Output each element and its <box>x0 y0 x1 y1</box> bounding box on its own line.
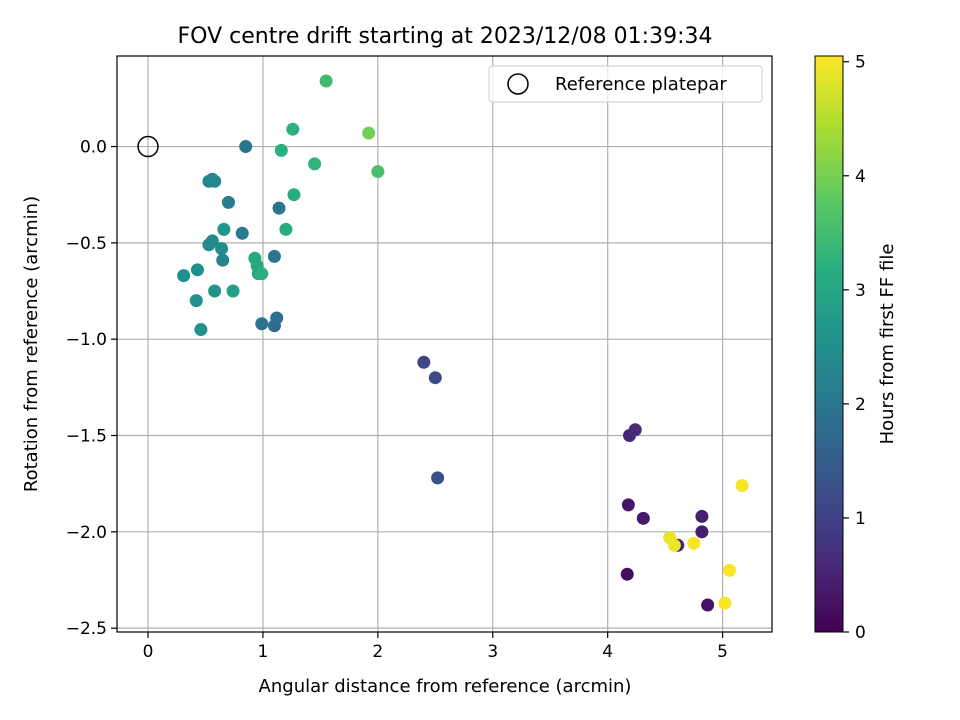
x-tick-label: 4 <box>602 642 613 662</box>
colorbar-ticks: 0 1 2 3 4 5 <box>843 53 866 643</box>
x-tick-label: 0 <box>143 642 154 662</box>
data-point <box>205 172 219 186</box>
data-point <box>217 222 231 236</box>
colorbar-tick-label: 5 <box>855 53 866 73</box>
legend-marker <box>507 73 529 95</box>
data-point <box>205 234 219 248</box>
y-tick-label: −2.5 <box>66 619 107 639</box>
data-point <box>621 498 635 512</box>
data-point <box>286 122 300 136</box>
chart-title: FOV centre drift starting at 2023/12/08 … <box>178 24 713 49</box>
data-point <box>279 222 293 236</box>
data-point <box>270 311 284 325</box>
colorbar-tick-label: 2 <box>855 395 866 415</box>
y-tick-label: −2.0 <box>66 523 107 543</box>
legend-label: Reference platepar <box>555 74 727 95</box>
data-point <box>417 355 431 369</box>
data-point <box>272 201 286 215</box>
data-point <box>255 267 269 281</box>
data-points <box>177 74 749 612</box>
data-point <box>255 317 269 331</box>
y-axis-ticks: 0.0 −0.5 −1.0 −1.5 −2.0 −2.5 <box>66 138 117 639</box>
x-axis-label: Angular distance from reference (arcmin) <box>259 676 632 697</box>
data-point <box>177 269 191 283</box>
data-point <box>620 567 634 581</box>
colorbar-label: Hours from first FF file <box>877 244 898 445</box>
data-point <box>628 423 642 437</box>
y-tick-label: −1.5 <box>66 427 107 447</box>
data-point <box>226 284 240 298</box>
data-point <box>215 242 229 256</box>
data-point <box>701 598 715 612</box>
colorbar-gradient <box>814 55 844 633</box>
data-point <box>667 538 681 552</box>
data-point <box>308 157 322 171</box>
data-point <box>362 126 376 140</box>
data-point <box>735 479 749 493</box>
data-point <box>239 140 253 154</box>
data-point <box>695 509 709 523</box>
data-point <box>274 143 288 157</box>
x-tick-label: 1 <box>258 642 269 662</box>
data-point <box>695 525 709 539</box>
data-point <box>319 74 333 88</box>
data-point <box>687 536 701 550</box>
y-tick-label: −1.0 <box>66 330 107 350</box>
colorbar-tick-label: 0 <box>855 623 866 643</box>
data-point <box>194 323 208 337</box>
reference-point <box>137 135 159 158</box>
reference-marker <box>137 135 159 158</box>
x-tick-label: 2 <box>372 642 383 662</box>
data-point <box>221 195 235 209</box>
data-point <box>287 188 301 202</box>
data-point <box>190 263 204 277</box>
plot-frame <box>116 55 773 633</box>
data-point <box>431 471 445 485</box>
data-point <box>267 249 281 263</box>
y-tick-label: 0.0 <box>80 138 107 158</box>
x-axis-ticks: 0 1 2 3 4 5 <box>143 632 728 662</box>
y-axis-label: Rotation from reference (arcmin) <box>21 196 42 492</box>
data-point <box>636 511 650 525</box>
legend: Reference platepar <box>488 65 763 103</box>
data-point <box>722 563 736 577</box>
data-point <box>208 284 222 298</box>
data-point <box>428 371 442 385</box>
x-tick-label: 3 <box>487 642 498 662</box>
data-point <box>371 165 385 179</box>
colorbar-tick-label: 3 <box>855 281 866 301</box>
data-point <box>235 226 249 240</box>
colorbar: 0 1 2 3 4 5 Hours from first FF file <box>814 53 898 643</box>
colorbar-tick-label: 4 <box>855 167 866 187</box>
data-point <box>718 596 732 610</box>
colorbar-tick-label: 1 <box>855 509 866 529</box>
y-tick-label: −0.5 <box>66 234 107 254</box>
grid <box>117 56 772 632</box>
data-point <box>189 294 203 308</box>
legend-box <box>488 65 763 103</box>
data-point <box>216 253 230 267</box>
x-tick-label: 5 <box>717 642 728 662</box>
